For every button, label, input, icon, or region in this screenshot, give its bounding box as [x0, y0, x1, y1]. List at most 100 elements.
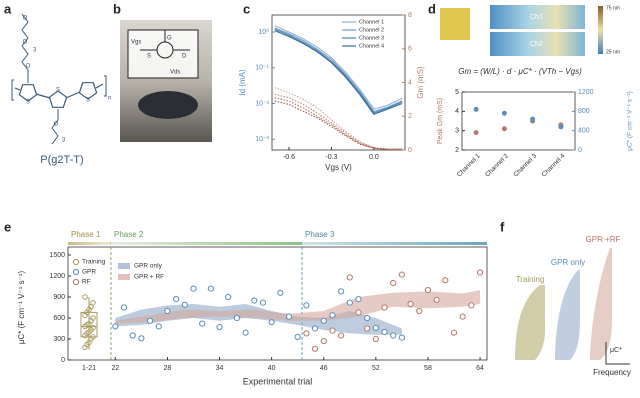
data-point: [190, 285, 197, 292]
x-tick-label: 58: [424, 365, 432, 372]
data-point: [530, 116, 536, 122]
y-tick-label: 900: [53, 294, 65, 301]
x-tick-label: Channel 4: [541, 152, 567, 178]
y-tick-label: 10⁻¹: [255, 65, 269, 72]
x-axis-label: Experimental trial: [243, 376, 313, 386]
data-point: [416, 307, 423, 315]
y2-tick-label: 1200: [578, 89, 594, 96]
data-point: [355, 309, 362, 316]
data-point: [398, 334, 406, 341]
legend-label: GPR + RF: [134, 274, 164, 281]
data-point: [442, 277, 449, 284]
y-tick-label: 10⁻³: [255, 136, 269, 143]
data-point: [120, 304, 128, 311]
series-line: [274, 25, 403, 110]
thiophene-ring: [18, 84, 38, 102]
data-point: [181, 301, 188, 308]
y2-tick-label: 0: [408, 147, 412, 154]
y-tick-label: 300: [53, 336, 65, 343]
training-point: [90, 299, 96, 306]
data-point: [433, 296, 440, 303]
training-point: [82, 294, 88, 300]
panel-label: a: [4, 1, 12, 16]
data-point: [268, 319, 275, 326]
data-point: [251, 297, 258, 304]
data-point: [303, 302, 310, 309]
data-point: [558, 124, 564, 130]
data-point: [112, 323, 119, 330]
data-point: [473, 106, 479, 112]
data-point: [364, 325, 371, 332]
legend-label: Training: [82, 259, 106, 266]
training-point: [88, 304, 94, 310]
heatmap: [490, 5, 585, 29]
data-point: [320, 317, 327, 324]
legend-swatch: [118, 263, 130, 269]
x-tick-label: 40: [268, 365, 276, 372]
plot-frame: [461, 91, 576, 151]
data-point: [242, 329, 249, 336]
colorbar-label: 75 nm: [606, 5, 620, 11]
data-point: [407, 300, 414, 308]
data-point: [346, 274, 353, 281]
channel-label: Ch2: [530, 41, 543, 48]
y2-axis-label: Gm (mS): [416, 66, 425, 99]
series-line: [274, 30, 403, 115]
legend-label: Channel 1: [359, 19, 384, 25]
data-point: [473, 130, 479, 136]
y2-axis-label: μC* (F cm⁻¹ V⁻¹ s⁻¹): [627, 91, 634, 151]
x-tick-label: 46: [320, 365, 328, 372]
data-point: [476, 269, 484, 276]
distribution: [590, 248, 612, 360]
y-axis-label: μC* (F cm⁻¹ V⁻¹ s⁻¹): [17, 271, 26, 345]
legend-label: RF: [82, 279, 91, 286]
atom-label: S: [26, 100, 30, 106]
y2-tick-label: 6: [408, 46, 412, 53]
data-point: [355, 296, 362, 303]
data-point: [398, 271, 406, 278]
legend-label: Channel 2: [359, 27, 384, 33]
panel-label: c: [243, 1, 250, 16]
circuit-label: D: [182, 54, 187, 60]
atom-label: O: [54, 122, 59, 128]
legend-marker: [72, 258, 80, 266]
panel-label: e: [4, 219, 11, 234]
polymer-name: P(g2T-T): [40, 154, 83, 166]
y2-tick-label: 400: [578, 128, 590, 135]
x-tick-label: -0.6: [283, 154, 295, 161]
y-tick-label: 10⁰: [258, 28, 269, 36]
legend-swatch: [118, 274, 130, 280]
y2-tick-label: 4: [408, 79, 412, 86]
distribution: [515, 285, 545, 360]
x-tick-label: 52: [372, 365, 380, 372]
training-point: [90, 325, 96, 331]
x-tick-label: 22: [111, 365, 119, 372]
legend-marker: [72, 268, 80, 276]
atom-label: S: [56, 88, 60, 94]
data-point: [216, 324, 223, 331]
distribution-label: GPR only: [551, 258, 585, 267]
data-point: [390, 332, 397, 339]
subscript: 3: [33, 48, 37, 54]
x-tick-label: -0.3: [325, 154, 337, 161]
panel-label: f: [500, 219, 505, 234]
training-point: [90, 334, 96, 340]
atom-label: O: [23, 40, 28, 46]
phase-bar: [68, 242, 111, 245]
x-tick-label: Channel 3: [512, 152, 538, 178]
photo-device: [138, 91, 198, 119]
y-tick-label: 600: [53, 315, 65, 322]
data-point: [164, 307, 171, 315]
data-point: [277, 289, 284, 296]
y-tick-label: 5: [455, 89, 459, 96]
data-point: [311, 345, 319, 352]
subscript: n: [108, 96, 111, 102]
legend-label: Channel 4: [359, 43, 384, 49]
heatmap: [490, 32, 585, 56]
circuit-label: Vgs: [131, 40, 141, 46]
thiophene-ring: [78, 82, 98, 100]
phase-label: Phase 1: [71, 230, 101, 239]
y-tick-label: 0: [61, 357, 65, 364]
y-tick-label: 4: [455, 108, 459, 115]
y-tick-label: 10⁻²: [255, 100, 269, 107]
